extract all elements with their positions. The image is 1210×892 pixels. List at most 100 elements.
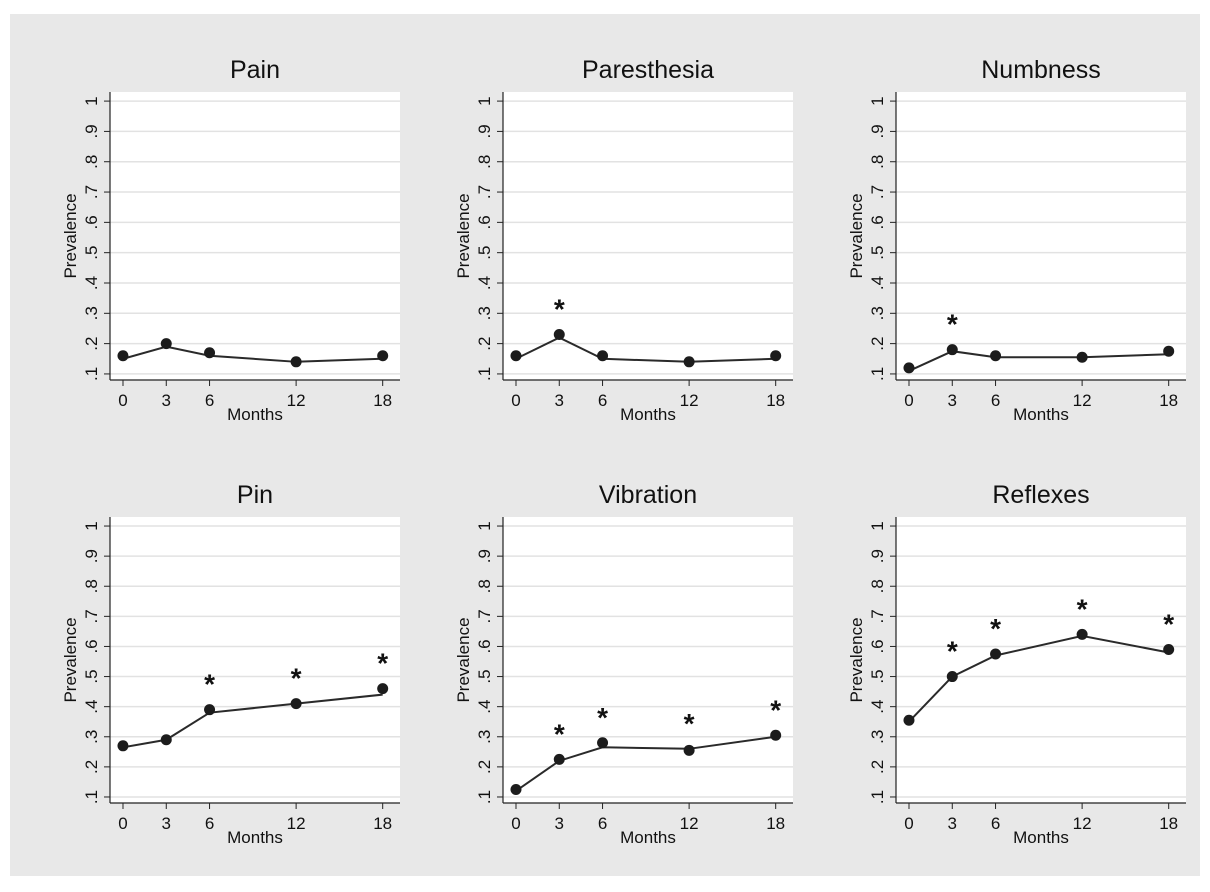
panel-numbness: .1 .2 .3 .4 .5 .6 .7 .8 .9 1 0 3 6 12 18 Months Prevalen… bbox=[847, 56, 1186, 424]
y-tick-label: .4 bbox=[868, 700, 887, 714]
y-tick-label: .2 bbox=[475, 337, 494, 351]
y-tick-label: .6 bbox=[82, 639, 101, 653]
y-tick-label: .6 bbox=[82, 215, 101, 229]
y-tick-label: .1 bbox=[868, 367, 887, 381]
y-tick-label: .7 bbox=[82, 609, 101, 623]
data-point bbox=[1076, 628, 1088, 640]
y-tick-label: .1 bbox=[82, 790, 101, 804]
data-point bbox=[204, 704, 216, 716]
y-tick-label: .4 bbox=[475, 700, 494, 714]
y-tick-label: 1 bbox=[475, 521, 494, 530]
significance-marker: * bbox=[1077, 593, 1088, 624]
x-tick-label: 3 bbox=[162, 814, 171, 833]
y-tick-label: .5 bbox=[868, 246, 887, 260]
data-point bbox=[683, 356, 695, 368]
y-tick-label: .4 bbox=[868, 276, 887, 290]
y-tick-label: .3 bbox=[82, 730, 101, 744]
y-tick-label: .9 bbox=[82, 124, 101, 138]
y-tick-label: .4 bbox=[475, 276, 494, 290]
y-tick-label: .7 bbox=[868, 185, 887, 199]
panel-vibration: .1 .2 .3 .4 .5 .6 .7 .8 .9 1 0 3 6 12 18 Months Prevalen… bbox=[454, 481, 793, 847]
significance-marker: * bbox=[554, 294, 565, 325]
data-point bbox=[290, 698, 302, 710]
x-tick-label: 18 bbox=[766, 814, 785, 833]
data-point bbox=[160, 338, 172, 350]
y-tick-label: .7 bbox=[82, 185, 101, 199]
panel-pain: .1 .2 .3 .4 .5 .6 .7 .8 .9 1 0 3 6 12 18 Months Prevalen… bbox=[61, 56, 400, 424]
y-tick-label: .6 bbox=[475, 215, 494, 229]
data-point bbox=[597, 737, 609, 749]
y-tick-label: .6 bbox=[475, 639, 494, 653]
x-tick-label: 18 bbox=[373, 814, 392, 833]
data-point bbox=[1163, 643, 1175, 655]
x-tick-label: 6 bbox=[991, 391, 1000, 410]
y-tick-label: .3 bbox=[82, 306, 101, 320]
y-tick-label: .9 bbox=[475, 124, 494, 138]
y-tick-label: .9 bbox=[868, 124, 887, 138]
y-tick-label: .4 bbox=[82, 700, 101, 714]
data-point bbox=[160, 734, 172, 746]
x-axis-label: Months bbox=[620, 828, 676, 847]
data-point bbox=[553, 753, 565, 765]
data-point bbox=[510, 783, 522, 795]
panel-title: Vibration bbox=[599, 481, 697, 509]
x-tick-label: 18 bbox=[1159, 391, 1178, 410]
data-point bbox=[377, 350, 389, 362]
panel-title: Pin bbox=[237, 481, 273, 509]
x-tick-label: 6 bbox=[205, 391, 214, 410]
y-tick-label: .1 bbox=[475, 790, 494, 804]
x-tick-label: 12 bbox=[680, 391, 699, 410]
y-tick-label: .9 bbox=[475, 549, 494, 563]
data-point bbox=[377, 683, 389, 695]
x-tick-label: 6 bbox=[991, 814, 1000, 833]
data-point bbox=[290, 356, 302, 368]
data-point bbox=[990, 350, 1002, 362]
x-tick-label: 12 bbox=[1073, 391, 1092, 410]
y-tick-label: .8 bbox=[868, 155, 887, 169]
data-point bbox=[990, 648, 1002, 660]
x-tick-label: 3 bbox=[948, 391, 957, 410]
y-tick-label: 1 bbox=[82, 96, 101, 105]
y-tick-label: .5 bbox=[868, 669, 887, 683]
x-tick-label: 6 bbox=[598, 391, 607, 410]
y-tick-label: .2 bbox=[868, 337, 887, 351]
y-tick-label: .3 bbox=[475, 306, 494, 320]
significance-marker: * bbox=[947, 309, 958, 340]
y-tick-label: .9 bbox=[82, 549, 101, 563]
y-tick-label: .1 bbox=[82, 367, 101, 381]
y-tick-label: .2 bbox=[82, 337, 101, 351]
data-point bbox=[1076, 351, 1088, 363]
data-point bbox=[510, 350, 522, 362]
y-tick-label: .6 bbox=[868, 639, 887, 653]
y-tick-label: .2 bbox=[82, 760, 101, 774]
plot-area bbox=[110, 92, 400, 380]
x-tick-label: 18 bbox=[373, 391, 392, 410]
x-axis-label: Months bbox=[620, 405, 676, 424]
data-point bbox=[1163, 345, 1175, 357]
panel-title: Reflexes bbox=[992, 481, 1089, 509]
plot-area bbox=[110, 517, 400, 803]
y-tick-label: 1 bbox=[82, 521, 101, 530]
x-tick-label: 3 bbox=[162, 391, 171, 410]
data-point bbox=[770, 350, 782, 362]
plot-area bbox=[896, 92, 1186, 380]
data-point bbox=[770, 729, 782, 741]
data-point bbox=[946, 671, 958, 683]
y-tick-label: .7 bbox=[868, 609, 887, 623]
significance-marker: * bbox=[554, 718, 565, 749]
x-tick-label: 3 bbox=[555, 814, 564, 833]
y-axis-label: Prevalence bbox=[454, 193, 473, 278]
y-axis-label: Prevalence bbox=[454, 617, 473, 702]
x-tick-label: 0 bbox=[511, 814, 520, 833]
y-tick-label: .5 bbox=[475, 246, 494, 260]
data-point bbox=[117, 350, 129, 362]
x-tick-label: 12 bbox=[287, 391, 306, 410]
significance-marker: * bbox=[947, 636, 958, 667]
y-tick-label: .2 bbox=[868, 760, 887, 774]
y-tick-label: .8 bbox=[82, 579, 101, 593]
y-axis-label: Prevalence bbox=[847, 617, 866, 702]
x-tick-label: 6 bbox=[598, 814, 607, 833]
significance-marker: * bbox=[204, 669, 215, 700]
y-tick-label: .5 bbox=[82, 669, 101, 683]
plot-area bbox=[896, 517, 1186, 803]
